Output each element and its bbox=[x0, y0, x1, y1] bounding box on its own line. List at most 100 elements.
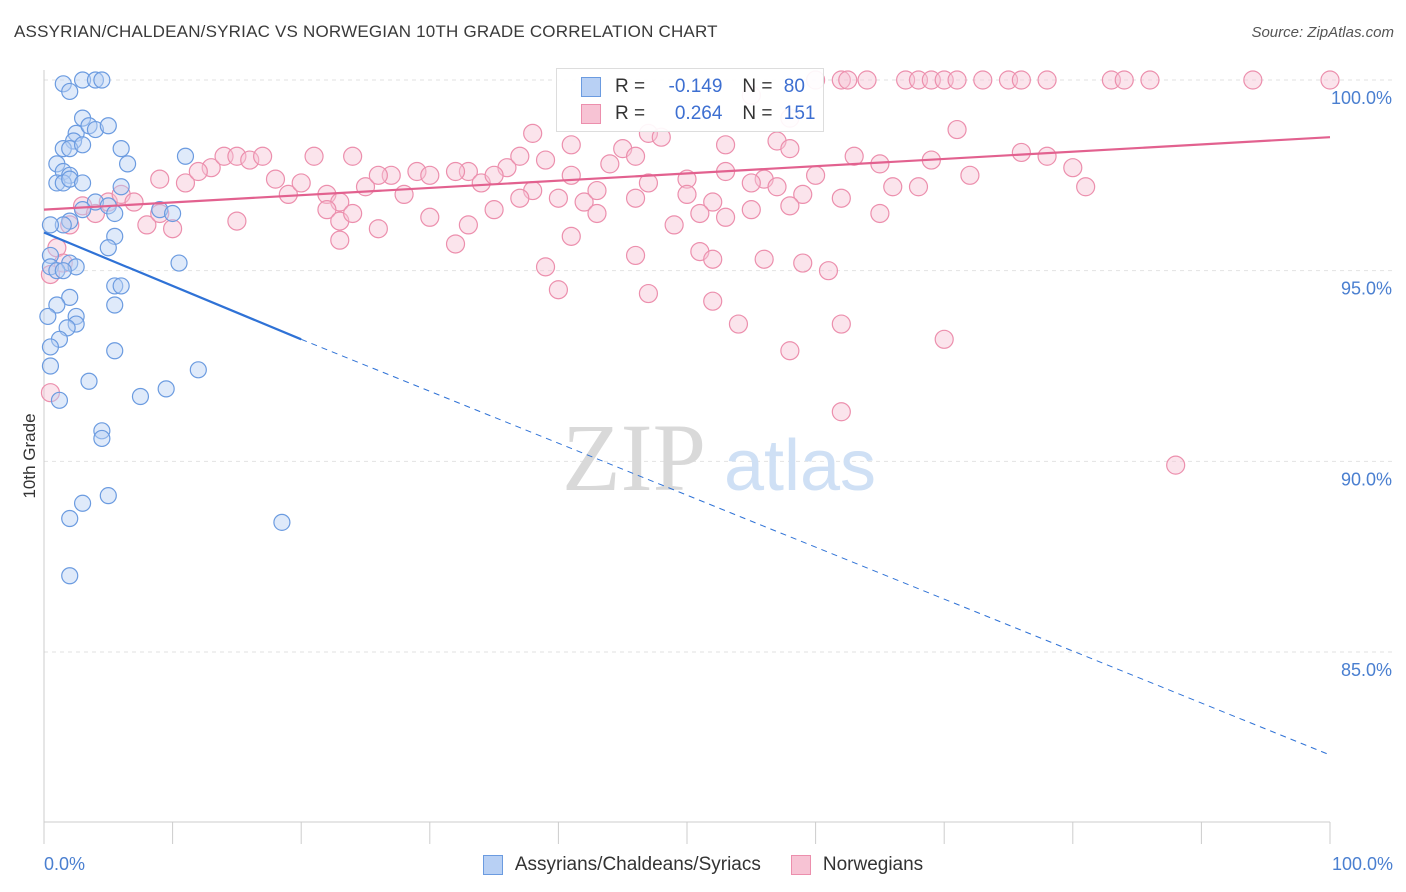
stats-legend: R = -0.149 N = 80 R = 0.264 N = 151 bbox=[556, 68, 824, 132]
data-point bbox=[67, 315, 85, 333]
source-label: Source: ZipAtlas.com bbox=[1251, 24, 1394, 41]
data-point bbox=[973, 70, 993, 90]
data-point bbox=[54, 216, 72, 234]
data-point bbox=[510, 146, 530, 166]
data-point bbox=[157, 380, 175, 398]
legend-label-assyrians: Assyrians/Chaldeans/Syriacs bbox=[514, 854, 761, 875]
data-point bbox=[1114, 70, 1134, 90]
data-point bbox=[118, 155, 137, 173]
data-point bbox=[535, 257, 556, 277]
data-point bbox=[343, 203, 363, 224]
data-point bbox=[73, 174, 92, 192]
data-point bbox=[947, 70, 967, 90]
data-point bbox=[445, 161, 466, 182]
data-point bbox=[728, 314, 749, 334]
data-point bbox=[54, 140, 72, 158]
y-tick-label: 95.0% bbox=[1341, 279, 1392, 299]
legend-swatch-blue bbox=[581, 77, 601, 97]
data-point bbox=[561, 135, 581, 155]
data-point bbox=[61, 567, 79, 585]
data-point bbox=[831, 314, 851, 334]
data-point bbox=[73, 201, 92, 219]
data-point bbox=[625, 245, 646, 266]
axes bbox=[43, 70, 1331, 844]
data-point bbox=[163, 219, 183, 239]
data-point bbox=[754, 249, 774, 269]
data-point bbox=[124, 192, 144, 212]
watermark-atlas: atlas bbox=[724, 426, 876, 506]
data-point bbox=[151, 201, 169, 219]
data-point bbox=[273, 513, 291, 531]
data-point bbox=[625, 146, 646, 166]
data-point bbox=[831, 70, 851, 90]
data-point bbox=[67, 258, 85, 276]
data-point bbox=[535, 150, 556, 170]
legend-r-label: R = bbox=[615, 76, 646, 97]
data-point bbox=[41, 216, 60, 234]
chart-title: ASSYRIAN/CHALDEAN/SYRIAC VS NORWEGIAN 10… bbox=[14, 22, 718, 41]
data-point bbox=[548, 188, 569, 208]
data-point bbox=[227, 211, 247, 231]
legend-row-assyrians: R = -0.149 N = 80 bbox=[581, 74, 805, 100]
data-point bbox=[484, 165, 504, 185]
data-point bbox=[99, 117, 117, 135]
series-assyrians bbox=[39, 71, 291, 585]
y-tick-label: 85.0% bbox=[1341, 660, 1392, 680]
data-point bbox=[265, 169, 286, 189]
data-point bbox=[677, 184, 697, 204]
data-point bbox=[1243, 70, 1263, 90]
data-point bbox=[600, 154, 620, 174]
data-point bbox=[106, 277, 124, 295]
data-point bbox=[960, 165, 980, 185]
data-point bbox=[86, 120, 105, 139]
legend-item-assyrians: Assyrians/Chaldeans/Syriacs bbox=[482, 854, 761, 876]
data-point bbox=[780, 139, 800, 159]
data-point bbox=[857, 70, 877, 90]
data-point bbox=[175, 173, 196, 193]
data-point bbox=[831, 402, 851, 422]
data-point bbox=[484, 200, 504, 220]
data-point bbox=[420, 165, 440, 185]
data-point bbox=[1076, 177, 1096, 197]
x-tick-label: 100.0% bbox=[1332, 854, 1393, 874]
data-point bbox=[60, 215, 80, 235]
data-point bbox=[664, 215, 684, 235]
data-point bbox=[106, 204, 124, 223]
data-point bbox=[561, 226, 581, 246]
data-point bbox=[112, 140, 130, 158]
data-point bbox=[818, 261, 839, 281]
data-point bbox=[61, 288, 79, 306]
data-point bbox=[934, 329, 954, 349]
trend-line-assyrians bbox=[43, 231, 302, 341]
data-point bbox=[703, 291, 723, 311]
data-point bbox=[741, 173, 761, 193]
data-point bbox=[838, 70, 858, 90]
data-point bbox=[715, 207, 736, 227]
data-point bbox=[106, 296, 124, 314]
data-point bbox=[703, 192, 723, 212]
data-point bbox=[150, 203, 170, 224]
data-point bbox=[574, 192, 594, 212]
data-point bbox=[690, 203, 710, 224]
data-point bbox=[1011, 70, 1031, 90]
data-point bbox=[510, 188, 530, 208]
series-norwegians bbox=[40, 70, 1340, 475]
data-point bbox=[767, 177, 787, 197]
data-point bbox=[73, 494, 92, 512]
data-point bbox=[170, 254, 188, 272]
data-point bbox=[368, 219, 388, 239]
data-point bbox=[715, 135, 736, 155]
data-point bbox=[1037, 70, 1057, 90]
trend-line-norwegians bbox=[43, 136, 1331, 211]
legend-n-label: N = bbox=[742, 103, 773, 124]
data-point bbox=[50, 391, 69, 409]
legend-swatch-pink bbox=[790, 855, 811, 875]
data-point bbox=[741, 200, 761, 220]
legend-r-value: -0.149 bbox=[668, 76, 723, 97]
data-point bbox=[48, 174, 66, 192]
data-point bbox=[1063, 158, 1083, 178]
data-point bbox=[93, 429, 111, 448]
data-point bbox=[54, 262, 72, 280]
data-point bbox=[61, 140, 79, 158]
